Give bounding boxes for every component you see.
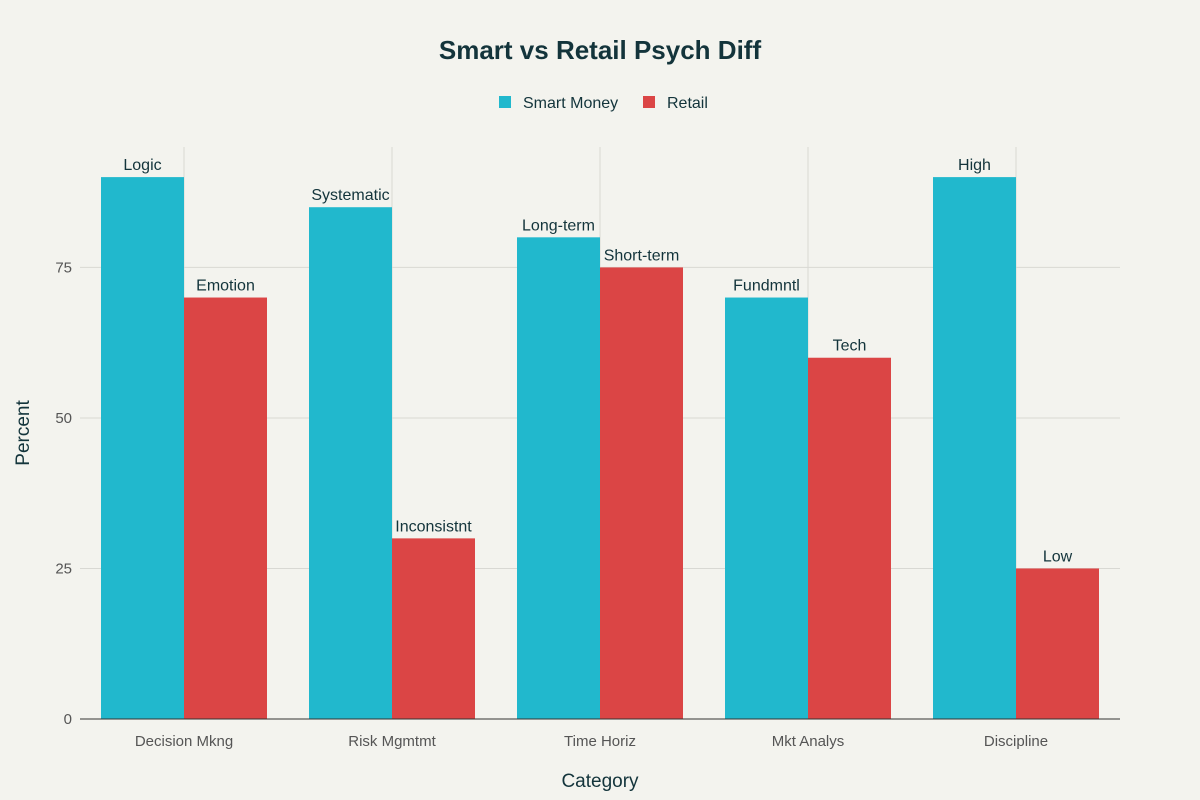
bar-retail [808, 357, 891, 719]
bar-retail [184, 297, 267, 719]
bar-smart-money [933, 177, 1016, 719]
data-label-smart-money: Long-term [522, 217, 595, 234]
x-axis-ticks: Decision Mkng Risk Mgmtmt Time Horiz Mkt An… [135, 733, 1048, 750]
legend-label-smart-money: Smart Money [523, 95, 618, 112]
data-label-smart-money: Systematic [311, 187, 389, 204]
x-tick-label: Discipline [984, 733, 1048, 750]
data-label-retail: Tech [833, 338, 867, 355]
bar-smart-money [725, 297, 808, 719]
legend-swatch-smart-money [499, 96, 511, 108]
bar-smart-money [309, 207, 392, 720]
x-tick-label: Risk Mgmtmt [348, 733, 436, 750]
y-tick-label: 75 [55, 259, 72, 276]
data-label-smart-money: Fundmntl [733, 278, 800, 295]
y-axis-ticks: 0 25 50 75 [55, 259, 72, 728]
bars [101, 177, 1099, 720]
legend: Smart Money Retail [499, 95, 708, 112]
x-tick-label: Mkt Analys [772, 733, 845, 750]
y-tick-label: 25 [55, 560, 72, 577]
y-axis-title: Percent [13, 400, 34, 466]
bar-retail [600, 267, 683, 719]
x-tick-label: Decision Mkng [135, 733, 233, 750]
bar-retail [392, 538, 475, 719]
data-label-smart-money: High [958, 157, 991, 174]
y-tick-label: 50 [55, 410, 72, 427]
chart-title: Smart vs Retail Psych Diff [439, 35, 762, 65]
y-tick-label: 0 [64, 711, 72, 728]
x-axis-title: Category [561, 771, 639, 792]
x-tick-label: Time Horiz [564, 733, 636, 750]
bar-retail [1016, 568, 1099, 719]
data-label-retail: Emotion [196, 278, 255, 295]
legend-swatch-retail [643, 96, 655, 108]
bar-smart-money [101, 177, 184, 719]
data-labels: Logic Emotion Systematic Inconsistnt Long-te… [123, 157, 1072, 565]
data-label-retail: Inconsistnt [395, 518, 472, 535]
data-label-retail: Short-term [604, 247, 680, 264]
bar-smart-money [517, 237, 600, 719]
data-label-retail: Low [1043, 548, 1073, 565]
data-label-smart-money: Logic [123, 157, 161, 174]
legend-label-retail: Retail [667, 95, 708, 112]
